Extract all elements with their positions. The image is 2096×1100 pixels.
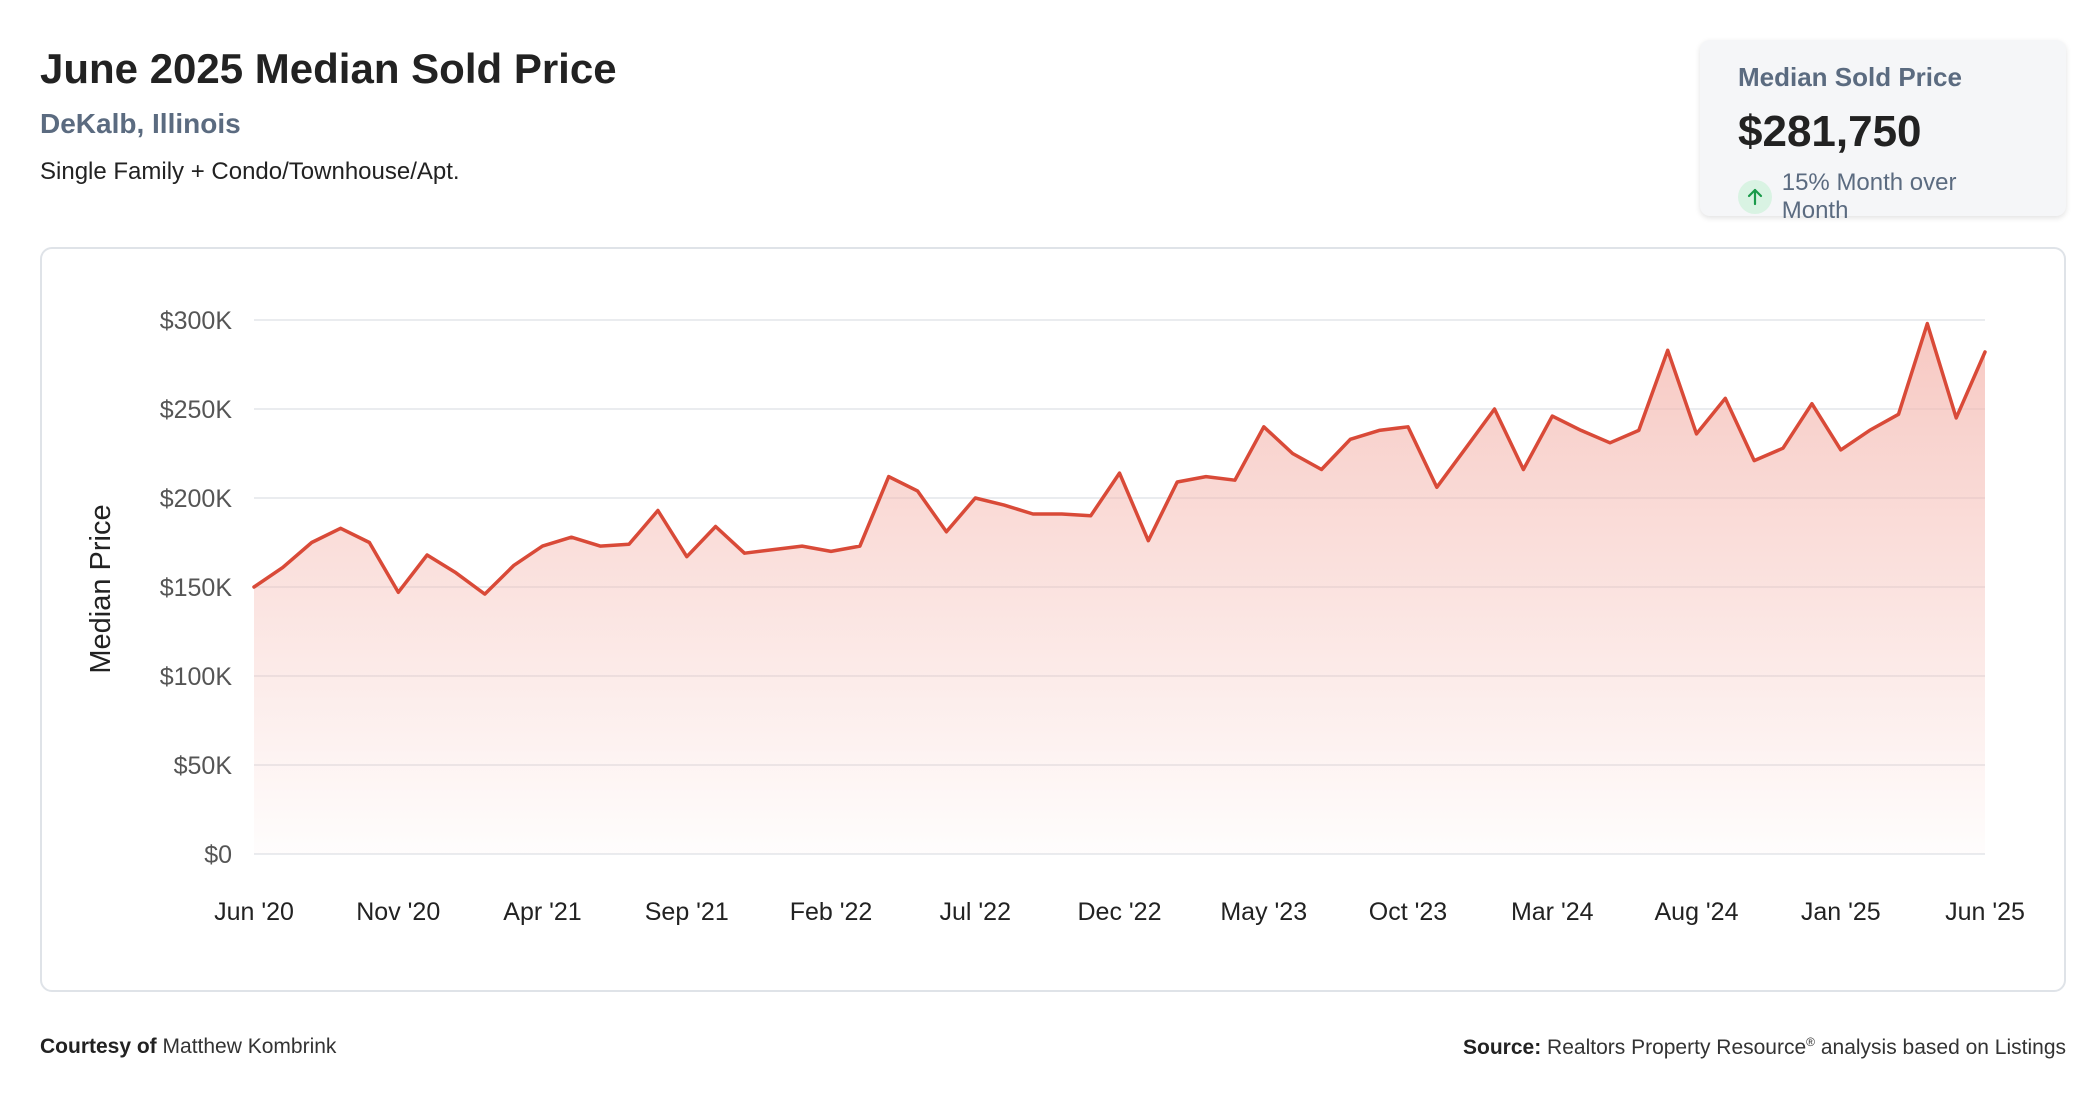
footer-source: Source: Realtors Property Resource® anal… bbox=[1463, 1035, 2066, 1060]
chart-header: June 2025 Median Sold Price DeKalb, Illi… bbox=[40, 44, 617, 186]
y-tick-label: $50K bbox=[174, 752, 233, 780]
x-tick-label: Aug '24 bbox=[1654, 898, 1738, 926]
x-tick-label: Apr '21 bbox=[503, 898, 581, 926]
x-tick-label: Jun '25 bbox=[1945, 898, 2025, 926]
y-tick-label: $0 bbox=[204, 841, 232, 869]
source-text: Realtors Property Resource bbox=[1547, 1036, 1807, 1059]
kpi-label: Median Sold Price bbox=[1738, 62, 1962, 92]
y-tick-label: $100K bbox=[160, 663, 233, 691]
y-tick-label: $200K bbox=[160, 485, 233, 513]
courtesy-label: Courtesy of bbox=[40, 1035, 157, 1058]
kpi-value: $281,750 bbox=[1738, 107, 1922, 156]
kpi-change: 15% Month over Month bbox=[1738, 169, 2028, 225]
x-tick-label: Jun '20 bbox=[214, 898, 294, 926]
chart-card: $0 $50K $100K $150K $200K $250K $300K Jun '20 N… bbox=[40, 247, 2066, 992]
registered-mark: ® bbox=[1806, 1035, 1815, 1049]
median-price-chart: $0 $50K $100K $150K $200K $250K $300K Jun '20 N… bbox=[85, 307, 2025, 926]
location-subtitle: DeKalb, Illinois bbox=[40, 108, 241, 140]
area-fill bbox=[254, 323, 1985, 855]
series-line bbox=[252, 321, 1987, 596]
x-tick-label: Oct '23 bbox=[1369, 898, 1447, 926]
x-tick-label: Feb '22 bbox=[790, 898, 873, 926]
y-tick-label: $250K bbox=[160, 396, 233, 424]
footer-courtesy: Courtesy of Matthew Kombrink bbox=[40, 1035, 336, 1059]
source-label: Source: bbox=[1463, 1036, 1542, 1059]
arrow-up-icon bbox=[1738, 180, 1772, 214]
kpi-change-text: 15% Month over Month bbox=[1781, 169, 1957, 224]
y-tick-label: $300K bbox=[160, 307, 233, 335]
source-suffix: analysis based on Listings bbox=[1820, 1036, 2066, 1059]
y-axis-label: Median Price bbox=[85, 504, 117, 673]
x-tick-label: May '23 bbox=[1220, 898, 1307, 926]
kpi-card: Median Sold Price $281,750 15% Month ove… bbox=[1700, 40, 2066, 224]
x-tick-label: Jul '22 bbox=[940, 898, 1011, 926]
courtesy-name: Matthew Kombrink bbox=[162, 1035, 337, 1058]
y-tick-label: $150K bbox=[160, 574, 233, 602]
x-tick-label: Jan '25 bbox=[1801, 898, 1881, 926]
x-tick-label: Nov '20 bbox=[356, 898, 440, 926]
x-tick-label: Dec '22 bbox=[1078, 898, 1162, 926]
x-tick-label: Mar '24 bbox=[1511, 898, 1594, 926]
page-title: June 2025 Median Sold Price bbox=[40, 45, 617, 92]
x-tick-label: Sep '21 bbox=[645, 898, 729, 926]
property-type-description: Single Family + Condo/Townhouse/Apt. bbox=[40, 158, 460, 186]
